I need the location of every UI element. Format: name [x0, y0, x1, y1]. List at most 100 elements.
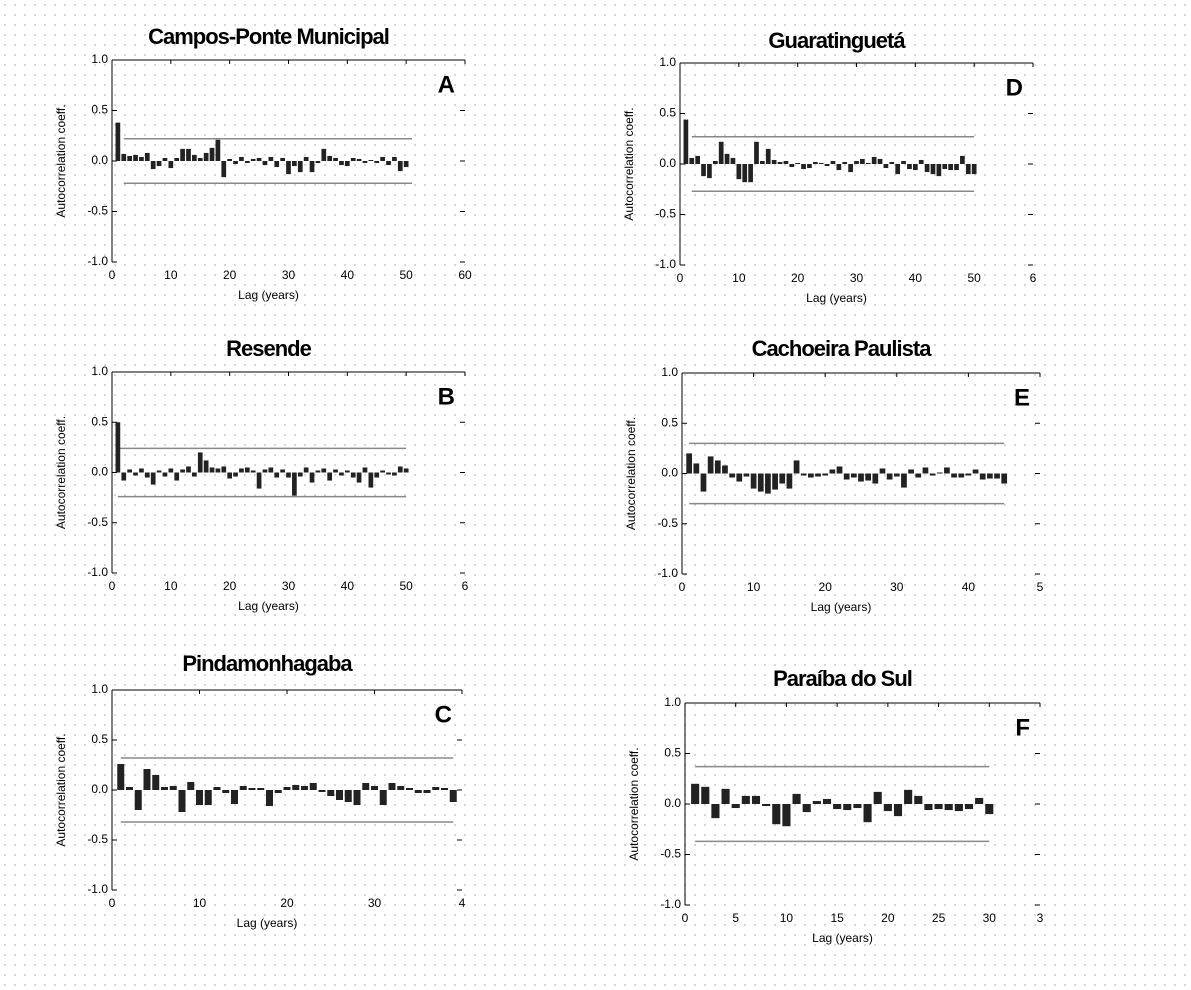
bar: [256, 472, 262, 489]
bar: [711, 804, 720, 819]
bar: [762, 804, 771, 807]
bar: [318, 790, 326, 792]
bar: [192, 472, 197, 477]
bar: [174, 157, 180, 161]
bar: [221, 466, 227, 473]
bar: [779, 473, 786, 484]
bar: [362, 467, 368, 473]
bar: [380, 470, 385, 473]
bar: [344, 790, 352, 802]
bar: [197, 157, 203, 161]
bar: [327, 472, 333, 481]
bar: [274, 472, 280, 478]
bar: [371, 786, 378, 790]
bar: [301, 786, 308, 790]
bar: [712, 160, 718, 164]
x-tick-label: 10: [164, 268, 178, 282]
x-axis-label: Lag (years): [238, 599, 299, 613]
x-tick-label: 20: [819, 580, 833, 594]
bar: [139, 156, 144, 161]
bar: [683, 119, 689, 164]
bar: [115, 122, 121, 161]
bar: [256, 157, 262, 161]
panel-label: F: [1015, 714, 1030, 741]
bar: [792, 793, 801, 804]
bar: [979, 473, 986, 480]
bar: [333, 469, 338, 473]
bar: [222, 790, 230, 793]
bar: [350, 472, 356, 478]
bar: [403, 468, 409, 473]
bar: [231, 790, 238, 804]
bar: [883, 804, 892, 812]
bar: [742, 164, 748, 183]
bar: [174, 472, 180, 481]
x-tick-label: 20: [223, 579, 237, 593]
bar: [922, 467, 929, 474]
bar: [168, 468, 174, 473]
x-tick-label: 10: [747, 580, 761, 594]
bar: [406, 788, 413, 790]
bar: [168, 161, 174, 169]
bar: [879, 468, 886, 474]
bar: [721, 788, 730, 804]
y-tick-label: -1.0: [87, 565, 108, 579]
bar: [297, 161, 303, 173]
bar: [789, 164, 795, 168]
bar: [392, 156, 397, 161]
y-tick-label: 1.0: [659, 55, 676, 69]
bar: [987, 473, 993, 479]
bar: [853, 804, 862, 809]
x-tick-label: 25: [932, 911, 946, 925]
x-tick-label: 5: [732, 911, 739, 925]
bar: [380, 156, 385, 161]
bar: [233, 472, 238, 477]
bar: [824, 164, 830, 167]
x-tick-label: 50: [399, 268, 413, 282]
y-tick-label: 1.0: [91, 52, 108, 66]
bar: [985, 804, 994, 815]
y-tick-label: -1.0: [660, 897, 681, 911]
bar: [971, 164, 977, 175]
bar: [863, 804, 872, 823]
chart-panel: Campos-Ponte Municipal A -1.0 -0.5 0.0 0.5 1.0…: [54, 24, 472, 302]
bar: [356, 472, 362, 483]
bar: [907, 164, 912, 170]
bar: [379, 790, 387, 805]
x-tick-label: 4: [459, 896, 466, 910]
chart-panel: Paraíba do Sul F -1.0 -0.5 0.0 0.5 1.0 0 5 10 15 20…: [627, 666, 1043, 945]
bar: [297, 472, 303, 477]
bar: [414, 790, 422, 793]
bar: [914, 795, 923, 804]
bar: [356, 158, 362, 161]
bar: [772, 804, 781, 825]
chart-panel: Guaratinguetá D -1.0 -0.5 0.0 0.5 1.0 0 10 20 30 40…: [622, 28, 1036, 305]
bar: [936, 164, 942, 177]
bar: [954, 164, 959, 171]
bar: [178, 790, 186, 812]
x-tick-label: 20: [223, 268, 237, 282]
bar: [883, 164, 889, 169]
bar: [403, 161, 409, 168]
bar: [842, 161, 848, 164]
x-tick-label: 40: [341, 268, 355, 282]
x-tick-label: 10: [164, 579, 178, 593]
bar: [133, 472, 138, 476]
bar: [1001, 473, 1008, 484]
x-tick-label: 6: [1030, 271, 1037, 285]
bar: [829, 469, 836, 474]
bar: [362, 783, 370, 790]
bar: [812, 800, 821, 804]
chart-title: Campos-Ponte Municipal: [148, 24, 389, 49]
bar: [730, 157, 736, 164]
x-tick-label: 10: [193, 896, 207, 910]
bar: [936, 472, 943, 474]
bar: [350, 157, 356, 161]
bar: [187, 782, 195, 790]
y-tick-label: 0.5: [661, 415, 678, 429]
y-tick-label: -1.0: [87, 882, 108, 896]
bar: [303, 156, 309, 161]
bar: [449, 790, 457, 802]
bar: [117, 764, 125, 790]
bar: [197, 452, 203, 473]
